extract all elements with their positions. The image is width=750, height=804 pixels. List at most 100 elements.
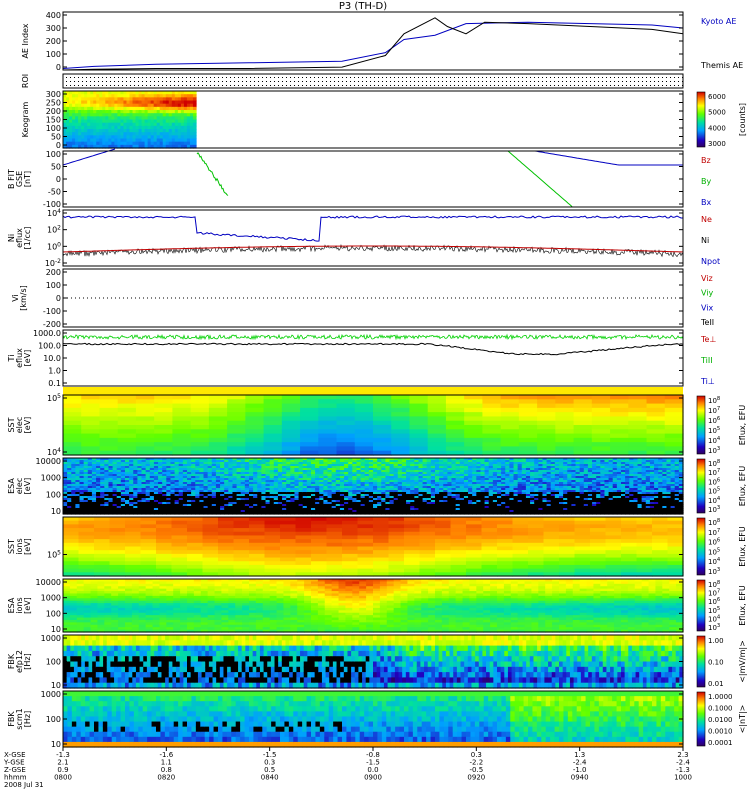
sst-e-cell bbox=[628, 395, 647, 400]
sst-e-cell bbox=[391, 395, 410, 400]
sst-e-cell bbox=[519, 404, 538, 409]
roi-dot bbox=[206, 77, 207, 78]
roi-dot bbox=[158, 85, 159, 86]
roi-dot bbox=[646, 77, 647, 78]
sst-e-cell bbox=[337, 438, 356, 443]
roi-dot bbox=[578, 77, 579, 78]
roi-dot bbox=[658, 77, 659, 78]
sst-e-cell bbox=[574, 438, 593, 443]
sst-e-cell bbox=[519, 429, 538, 434]
roi-dot bbox=[78, 85, 79, 86]
roi-dot bbox=[638, 85, 639, 86]
y-axis-label: [1/cc] bbox=[23, 227, 32, 250]
roi-dot bbox=[486, 77, 487, 78]
sst-e-cell bbox=[446, 434, 465, 439]
roi-dot bbox=[242, 81, 243, 82]
sst-e-cell bbox=[154, 442, 173, 447]
y-tick-label: 1000.0 bbox=[33, 329, 61, 338]
sst-e-cell bbox=[136, 429, 155, 434]
sst-e-cell bbox=[172, 442, 191, 447]
sst-e-cell bbox=[355, 425, 374, 430]
sst-e-cell bbox=[428, 446, 447, 451]
sst-e-cell bbox=[628, 438, 647, 443]
roi-dot bbox=[510, 77, 511, 78]
roi-dot bbox=[278, 77, 279, 78]
roi-dot bbox=[106, 81, 107, 82]
sst-e-cell bbox=[245, 408, 264, 413]
sst-e-cell bbox=[464, 421, 483, 426]
sst-e-cell bbox=[264, 395, 283, 400]
roi-dot bbox=[122, 85, 123, 86]
colorbar-tick-label: 103 bbox=[708, 446, 720, 455]
sst-e-cell bbox=[464, 404, 483, 409]
sst-e-cell bbox=[245, 395, 264, 400]
sst-e-cell bbox=[209, 395, 228, 400]
sst-e-cell bbox=[227, 442, 246, 447]
sst-e-cell bbox=[245, 429, 264, 434]
sst-e-cell bbox=[355, 395, 374, 400]
sst-e-cell bbox=[409, 404, 428, 409]
sst-e-cell bbox=[99, 434, 118, 439]
roi-dot bbox=[550, 77, 551, 78]
sst-e-cell bbox=[501, 395, 520, 400]
roi-dot bbox=[70, 85, 71, 86]
roi-dot bbox=[286, 85, 287, 86]
roi-dot bbox=[154, 81, 155, 82]
roi-dot bbox=[590, 85, 591, 86]
sst-e-cell bbox=[300, 442, 319, 447]
sst-e-cell bbox=[373, 399, 392, 404]
sst-e-cell bbox=[318, 416, 337, 421]
ni-line bbox=[63, 245, 683, 257]
sst-e-cell bbox=[264, 429, 283, 434]
roi-dot bbox=[362, 81, 363, 82]
roi-dot bbox=[658, 81, 659, 82]
sst-e-cell bbox=[665, 416, 684, 421]
y-tick-label: -50 bbox=[48, 188, 61, 197]
sst-e-cell bbox=[318, 404, 337, 409]
sst-e-cell bbox=[300, 412, 319, 417]
sst-e-cell bbox=[337, 408, 356, 413]
y-axis-label: [nT] bbox=[23, 171, 32, 187]
roi-dot bbox=[282, 77, 283, 78]
roi-dot bbox=[194, 77, 195, 78]
roi-dot bbox=[318, 81, 319, 82]
sst-e-cell bbox=[154, 438, 173, 443]
roi-dot bbox=[338, 85, 339, 86]
sst-e-cell bbox=[610, 438, 629, 443]
sst-e-cell bbox=[409, 429, 428, 434]
sst-e-cell bbox=[610, 416, 629, 421]
sst-e-cell bbox=[136, 434, 155, 439]
sst-e-cell bbox=[665, 438, 684, 443]
roi-dot bbox=[518, 77, 519, 78]
y-tick-label: 300 bbox=[46, 24, 61, 33]
roi-dot bbox=[518, 85, 519, 86]
sst-e-cell bbox=[355, 412, 374, 417]
sst-e-cell bbox=[209, 421, 228, 426]
roi-dot bbox=[538, 81, 539, 82]
roi-dot bbox=[178, 81, 179, 82]
y-axis-label: [eV] bbox=[23, 350, 32, 367]
roi-dot bbox=[518, 81, 519, 82]
roi-dot bbox=[118, 85, 119, 86]
roi-dot bbox=[582, 85, 583, 86]
sst-e-cell bbox=[665, 434, 684, 439]
sst-e-cell bbox=[209, 438, 228, 443]
roi-dot bbox=[206, 85, 207, 86]
roi-dot bbox=[630, 81, 631, 82]
sst-e-cell bbox=[501, 425, 520, 430]
sst-e-cell bbox=[464, 395, 483, 400]
roi-dot bbox=[338, 77, 339, 78]
sst-e-cell bbox=[409, 421, 428, 426]
roi-dot bbox=[370, 77, 371, 78]
sst-e-cell bbox=[391, 399, 410, 404]
sst-e-cell bbox=[191, 438, 210, 443]
sst-e-cell bbox=[592, 421, 611, 426]
sst-e-cell bbox=[628, 425, 647, 430]
roi-dot bbox=[302, 81, 303, 82]
roi-dot bbox=[126, 81, 127, 82]
sst-e-cell bbox=[264, 438, 283, 443]
sst-e-cell bbox=[537, 429, 556, 434]
y-tick-label: 104 bbox=[47, 447, 61, 457]
